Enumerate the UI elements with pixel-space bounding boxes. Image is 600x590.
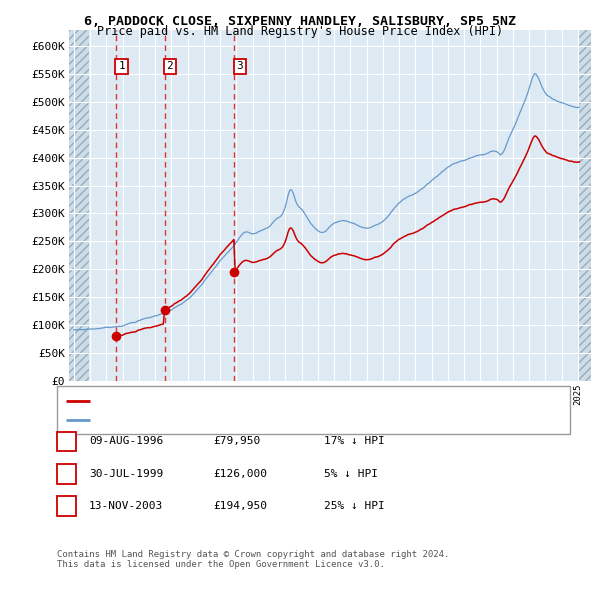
Bar xyxy=(579,30,591,381)
Bar xyxy=(69,30,89,381)
Text: 30-JUL-1999: 30-JUL-1999 xyxy=(89,469,163,478)
Text: 13-NOV-2003: 13-NOV-2003 xyxy=(89,502,163,511)
Text: Contains HM Land Registry data © Crown copyright and database right 2024.
This d: Contains HM Land Registry data © Crown c… xyxy=(57,550,449,569)
Text: 6, PADDOCK CLOSE, SIXPENNY HANDLEY, SALISBURY, SP5 5NZ (detached house): 6, PADDOCK CLOSE, SIXPENNY HANDLEY, SALI… xyxy=(94,396,520,405)
Text: Price paid vs. HM Land Registry's House Price Index (HPI): Price paid vs. HM Land Registry's House … xyxy=(97,25,503,38)
Text: 2: 2 xyxy=(167,61,173,71)
Text: 5% ↓ HPI: 5% ↓ HPI xyxy=(324,469,378,478)
Text: £79,950: £79,950 xyxy=(213,437,260,446)
Bar xyxy=(69,30,89,381)
Text: 6, PADDOCK CLOSE, SIXPENNY HANDLEY, SALISBURY, SP5 5NZ: 6, PADDOCK CLOSE, SIXPENNY HANDLEY, SALI… xyxy=(84,15,516,28)
Text: 3: 3 xyxy=(63,502,70,511)
Text: 17% ↓ HPI: 17% ↓ HPI xyxy=(324,437,385,446)
Text: HPI: Average price, detached house, Dorset: HPI: Average price, detached house, Dors… xyxy=(94,415,346,425)
Text: 1: 1 xyxy=(118,61,125,71)
Text: 09-AUG-1996: 09-AUG-1996 xyxy=(89,437,163,446)
Bar xyxy=(579,30,591,381)
Text: 2: 2 xyxy=(63,469,70,478)
Text: 25% ↓ HPI: 25% ↓ HPI xyxy=(324,502,385,511)
Text: 1: 1 xyxy=(63,437,70,446)
Text: 3: 3 xyxy=(236,61,243,71)
Text: £194,950: £194,950 xyxy=(213,502,267,511)
Text: £126,000: £126,000 xyxy=(213,469,267,478)
